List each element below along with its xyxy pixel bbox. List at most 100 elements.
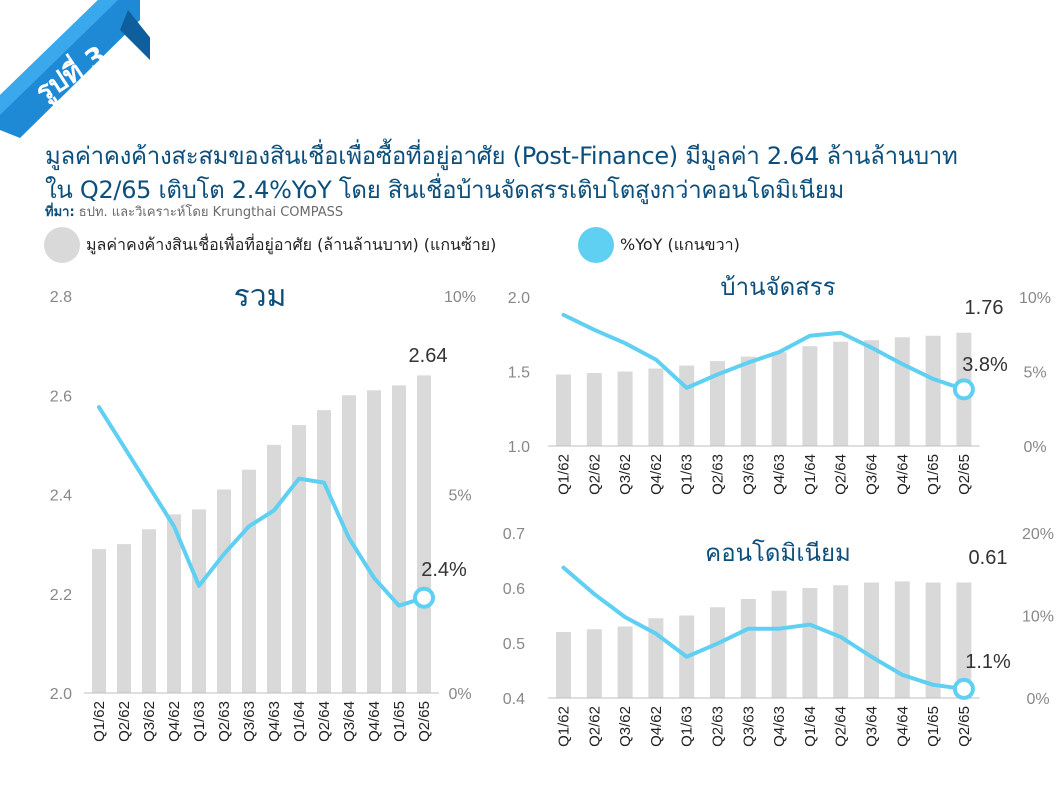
bar-2-0	[556, 632, 571, 698]
x-tick-2-6: Q3/63	[740, 706, 757, 747]
bar-0-5	[217, 489, 231, 693]
x-tick-1-12: Q1/65	[925, 454, 942, 495]
right-tick-2-2: 0%	[1026, 691, 1049, 708]
right-tick-2-0: 20%	[1022, 526, 1054, 543]
bar-1-0	[556, 374, 571, 446]
bar-0-0	[92, 549, 106, 693]
left-tick-1-2: 1.0	[508, 439, 530, 456]
x-tick-0-7: Q4/63	[266, 701, 283, 742]
chart-title-2: คอนโดมิเนียม	[705, 539, 851, 567]
x-tick-1-3: Q4/62	[648, 454, 665, 495]
chart-title-1: บ้านจัดสรร	[720, 273, 835, 301]
legend-bar-label: มูลค่าคงค้างสินเชื่อเพื่อที่อยู่อาศัย (ล…	[86, 234, 497, 254]
x-tick-1-0: Q1/62	[556, 454, 573, 495]
x-tick-0-12: Q1/65	[391, 701, 408, 742]
bar-0-13	[417, 375, 431, 693]
x-tick-2-9: Q2/64	[833, 706, 850, 747]
x-tick-0-8: Q1/64	[291, 701, 308, 742]
bar-0-6	[242, 469, 256, 693]
left-tick-0-2: 2.4	[50, 488, 72, 505]
bar-0-11	[367, 390, 381, 693]
source-text: ธปท. และวิเคราะห์โดย Krungthai COMPASS	[78, 205, 344, 220]
x-tick-2-5: Q2/63	[710, 706, 727, 747]
bar-1-1	[586, 372, 602, 446]
bar-1-2	[617, 371, 633, 446]
x-tick-0-9: Q2/64	[316, 701, 333, 742]
bar-2-11	[894, 581, 910, 698]
left-tick-2-0: 0.7	[503, 526, 525, 543]
x-tick-1-10: Q3/64	[864, 454, 881, 495]
right-tick-1-1: 5%	[1023, 365, 1046, 382]
badge-ribbon	[0, 0, 150, 138]
source-prefix: ที่มา:	[45, 205, 75, 220]
last-bar-label-1: 1.76	[965, 297, 1004, 319]
x-tick-2-8: Q1/64	[802, 706, 819, 747]
bar-2-9	[833, 585, 849, 698]
x-tick-1-2: Q3/62	[617, 454, 634, 495]
left-tick-1-1: 1.5	[508, 365, 530, 382]
x-tick-2-12: Q1/65	[925, 706, 942, 747]
last-line-label-1: 3.8%	[962, 354, 1008, 376]
left-tick-1-0: 2.0	[508, 290, 530, 307]
x-tick-2-4: Q1/63	[679, 706, 696, 747]
bar-1-9	[833, 341, 849, 446]
bar-0-3	[167, 514, 181, 693]
bar-0-10	[342, 395, 356, 693]
bar-2-6	[740, 599, 756, 698]
bar-0-4	[192, 509, 206, 693]
x-tick-0-11: Q4/64	[366, 701, 383, 742]
yoy-line-0	[97, 405, 426, 608]
yoy-end-marker-2	[952, 677, 975, 700]
bar-2-7	[771, 590, 787, 698]
right-tick-0-1: 5%	[448, 488, 471, 505]
yoy-line-2	[561, 565, 966, 691]
x-tick-1-13: Q2/65	[956, 454, 973, 495]
bar-0-7	[267, 444, 281, 693]
x-tick-2-7: Q4/63	[771, 706, 788, 747]
yoy-line-1	[561, 312, 966, 392]
source-note: ที่มา: ธปท. และวิเคราะห์โดย Krungthai CO…	[45, 201, 343, 222]
bar-1-7	[771, 352, 787, 446]
x-tick-2-10: Q3/64	[864, 706, 881, 747]
x-tick-0-5: Q2/63	[216, 701, 233, 742]
x-tick-2-1: Q2/62	[586, 706, 603, 747]
x-tick-1-9: Q2/64	[833, 454, 850, 495]
legend-line: %YoY (แกนขวา)	[578, 227, 740, 263]
bar-2-12	[925, 582, 941, 698]
x-tick-2-11: Q4/64	[894, 706, 911, 747]
x-tick-1-7: Q4/63	[771, 454, 788, 495]
yoy-end-marker-0	[413, 586, 435, 609]
last-bar-label-0: 2.64	[409, 345, 448, 367]
bar-1-3	[648, 368, 664, 446]
bar-1-8	[802, 346, 818, 446]
x-tick-1-4: Q1/63	[679, 454, 696, 495]
legend-bar: มูลค่าคงค้างสินเชื่อเพื่อที่อยู่อาศัย (ล…	[44, 227, 496, 263]
last-line-label-0: 2.4%	[421, 559, 467, 581]
x-tick-0-2: Q3/62	[141, 701, 158, 742]
x-tick-2-3: Q4/62	[648, 706, 665, 747]
last-line-label-2: 1.1%	[965, 651, 1011, 673]
x-tick-0-1: Q2/62	[116, 701, 133, 742]
bar-2-1	[586, 629, 602, 698]
title-line-2: ใน Q2/65 เติบโต 2.4%YoY โดย สินเชื่อบ้าน…	[45, 176, 845, 204]
x-tick-2-13: Q2/65	[956, 706, 973, 747]
x-tick-2-2: Q3/62	[617, 706, 634, 747]
bar-0-8	[292, 425, 306, 693]
right-tick-2-1: 10%	[1022, 609, 1054, 626]
bar-1-4	[679, 365, 695, 446]
bar-1-5	[710, 361, 725, 446]
x-tick-0-4: Q1/63	[191, 701, 208, 742]
left-tick-2-2: 0.5	[503, 636, 525, 653]
bar-0-9	[317, 410, 331, 693]
x-tick-1-8: Q1/64	[802, 454, 819, 495]
x-tick-0-13: Q2/65	[416, 701, 433, 742]
left-tick-0-0: 2.8	[50, 289, 72, 306]
bar-2-2	[617, 626, 633, 698]
bar-1-12	[925, 335, 941, 446]
right-tick-1-2: 0%	[1023, 439, 1046, 456]
left-tick-2-1: 0.6	[503, 581, 525, 598]
bar-2-10	[864, 582, 879, 698]
left-tick-0-1: 2.6	[50, 388, 72, 405]
legend-line-swatch	[578, 227, 614, 263]
bar-0-12	[392, 385, 406, 693]
